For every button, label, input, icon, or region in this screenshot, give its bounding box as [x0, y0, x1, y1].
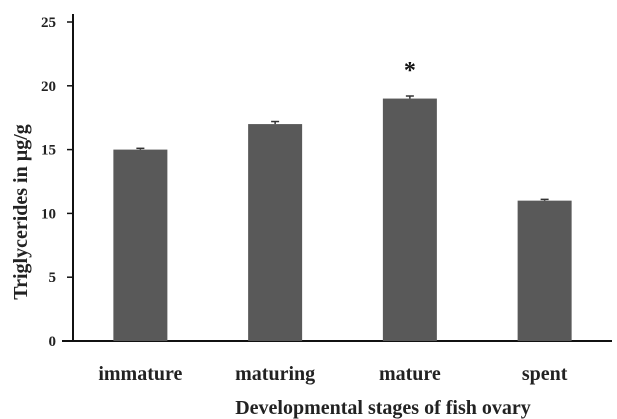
x-tick-label: immature	[98, 363, 182, 385]
bar-spent	[517, 200, 572, 341]
y-ticks: 0 5 10 15 20 25	[41, 15, 73, 350]
x-tick-label: mature	[379, 363, 441, 385]
bar-immature	[113, 149, 168, 341]
bar-maturing	[248, 124, 303, 341]
y-tick-label: 15	[41, 143, 56, 159]
bar-mature	[382, 98, 437, 341]
x-tick-label: spent	[522, 363, 568, 385]
y-tick-label: 10	[41, 206, 56, 222]
y-tick-label: 5	[49, 270, 57, 286]
significance-marker: *	[404, 58, 416, 84]
y-axis-title: Triglycerides in µg/g	[10, 124, 32, 300]
x-tick-labels: immature maturing mature spent	[98, 363, 567, 385]
y-tick-label: 25	[41, 15, 56, 31]
y-tick-label: 0	[49, 334, 57, 350]
x-axis-title: Developmental stages of fish ovary	[235, 397, 531, 419]
bars: *	[113, 58, 572, 341]
x-tick-label: maturing	[235, 363, 315, 385]
y-tick-label: 20	[41, 79, 56, 95]
